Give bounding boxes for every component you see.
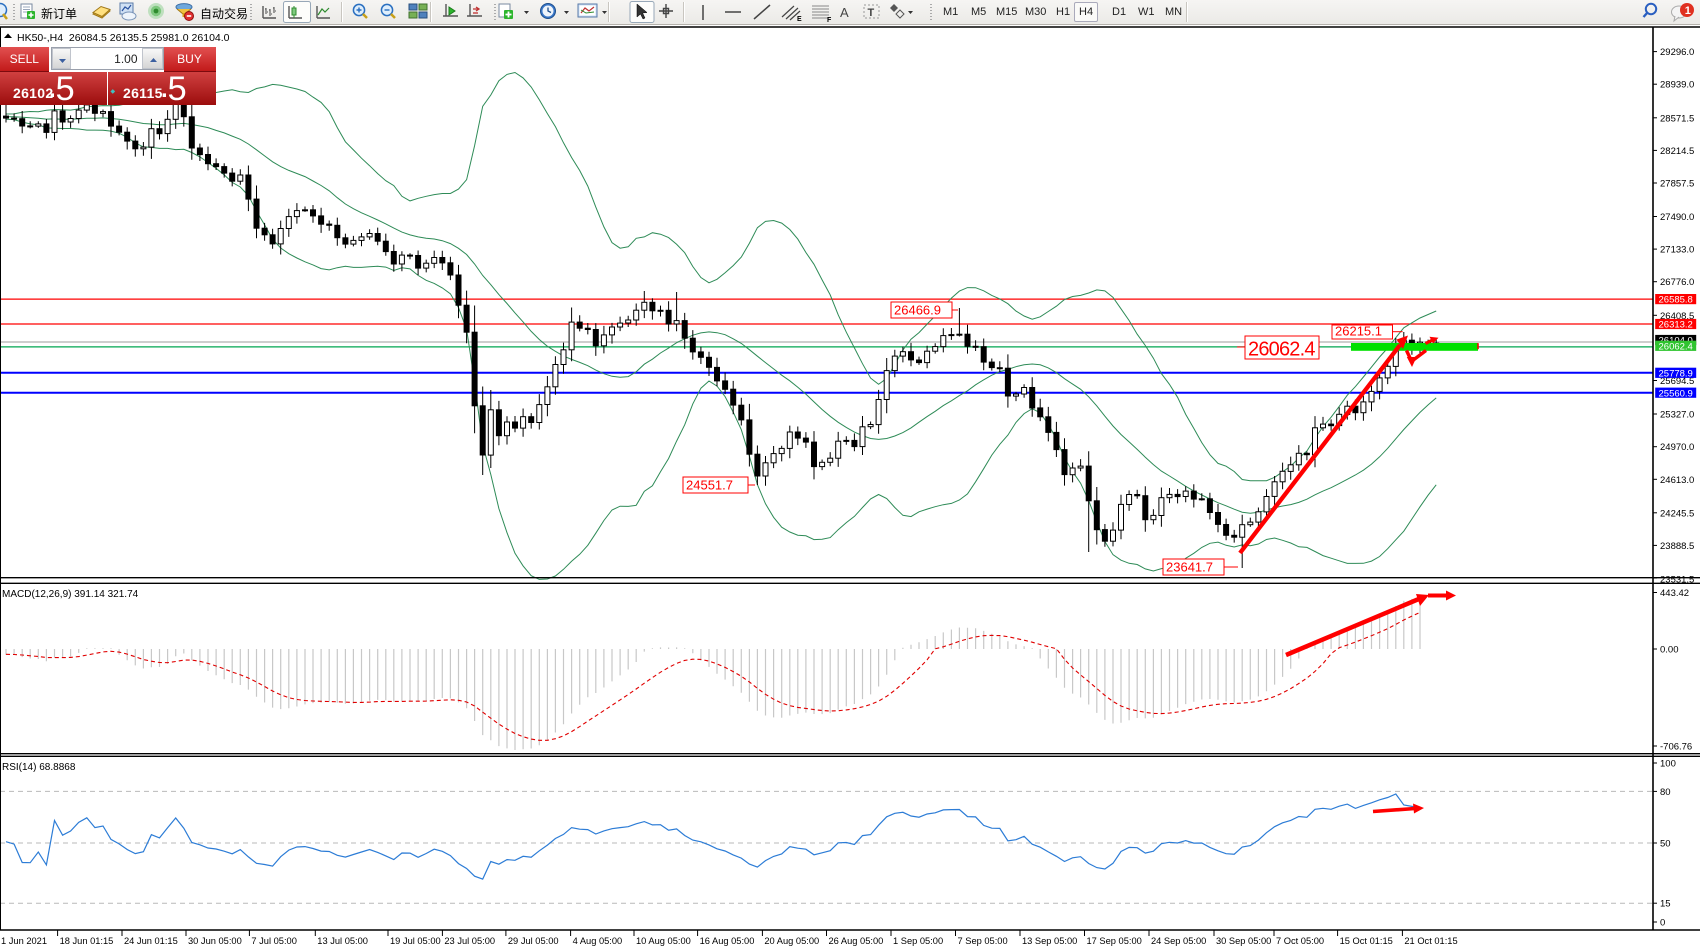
svg-text:10 Aug 05:00: 10 Aug 05:00 — [636, 936, 691, 946]
svg-text:29 Jul 05:00: 29 Jul 05:00 — [508, 936, 559, 946]
svg-text:28939.0: 28939.0 — [1660, 80, 1694, 91]
svg-text:21 Oct 01:15: 21 Oct 01:15 — [1404, 936, 1457, 946]
svg-text:30 Sep 05:00: 30 Sep 05:00 — [1216, 936, 1271, 946]
svg-text:24 Sep 05:00: 24 Sep 05:00 — [1151, 936, 1206, 946]
svg-text:26 Aug 05:00: 26 Aug 05:00 — [829, 936, 884, 946]
svg-text:25694.5: 25694.5 — [1660, 376, 1694, 387]
svg-text:24970.0: 24970.0 — [1660, 442, 1694, 453]
svg-text:1: 1 — [1685, 5, 1691, 17]
svg-text:15 Oct 01:15: 15 Oct 01:15 — [1340, 936, 1393, 946]
svg-text:24245.5: 24245.5 — [1660, 508, 1694, 519]
svg-text:15: 15 — [1660, 899, 1671, 910]
svg-text:26062.4: 26062.4 — [1659, 341, 1693, 352]
svg-text:26062.4: 26062.4 — [1248, 339, 1315, 361]
svg-text:17 Sep 05:00: 17 Sep 05:00 — [1087, 936, 1142, 946]
svg-text:25327.0: 25327.0 — [1660, 410, 1694, 421]
svg-text:24551.7: 24551.7 — [686, 478, 733, 493]
svg-text:7 Oct 05:00: 7 Oct 05:00 — [1276, 936, 1324, 946]
svg-text:24 Jun 01:15: 24 Jun 01:15 — [124, 936, 178, 946]
svg-text:25778.9: 25778.9 — [1659, 368, 1693, 379]
svg-text:16 Aug 05:00: 16 Aug 05:00 — [700, 936, 755, 946]
svg-text:13 Sep 05:00: 13 Sep 05:00 — [1022, 936, 1077, 946]
svg-text:50: 50 — [1660, 839, 1671, 850]
svg-text:0.00: 0.00 — [1660, 645, 1679, 656]
svg-text:23888.5: 23888.5 — [1660, 541, 1694, 552]
svg-text:T: T — [868, 7, 875, 19]
svg-text:27133.0: 27133.0 — [1660, 245, 1694, 256]
svg-text:A: A — [840, 5, 849, 20]
svg-text:26585.8: 26585.8 — [1659, 295, 1693, 306]
svg-text:26313.2: 26313.2 — [1659, 320, 1693, 331]
svg-text:29296.0: 29296.0 — [1660, 47, 1694, 58]
svg-text:27857.5: 27857.5 — [1660, 179, 1694, 190]
svg-text:20 Aug 05:00: 20 Aug 05:00 — [764, 936, 819, 946]
svg-text:HK50-,H4 26084.5 26135.5 2598: HK50-,H4 26084.5 26135.5 25981.0 26104.0 — [17, 32, 230, 44]
svg-text:7 Sep 05:00: 7 Sep 05:00 — [958, 936, 1008, 946]
svg-text:19 Jul 05:00: 19 Jul 05:00 — [390, 936, 441, 946]
svg-text:27490.0: 27490.0 — [1660, 212, 1694, 223]
svg-text:26466.9: 26466.9 — [894, 303, 941, 318]
svg-text:7 Jul 05:00: 7 Jul 05:00 — [251, 936, 297, 946]
svg-text:4 Aug 05:00: 4 Aug 05:00 — [573, 936, 623, 946]
svg-text:28214.5: 28214.5 — [1660, 146, 1694, 157]
svg-text:100: 100 — [1660, 759, 1676, 770]
svg-text:RSI(14) 68.8868: RSI(14) 68.8868 — [2, 762, 76, 773]
svg-text:28571.5: 28571.5 — [1660, 113, 1694, 124]
svg-text:-706.76: -706.76 — [1660, 742, 1692, 753]
svg-text:30 Jun 05:00: 30 Jun 05:00 — [188, 936, 242, 946]
svg-text:26408.5: 26408.5 — [1660, 311, 1694, 322]
svg-text:13 Jul 05:00: 13 Jul 05:00 — [317, 936, 368, 946]
svg-text:MACD(12,26,9) 391.14 321.74: MACD(12,26,9) 391.14 321.74 — [2, 589, 139, 600]
svg-text:E: E — [797, 16, 802, 23]
svg-text:24613.0: 24613.0 — [1660, 475, 1694, 486]
svg-text:18 Jun 01:15: 18 Jun 01:15 — [60, 936, 114, 946]
svg-text:23531.5: 23531.5 — [1660, 575, 1694, 586]
svg-text:25560.9: 25560.9 — [1659, 388, 1693, 399]
svg-text:80: 80 — [1660, 787, 1671, 798]
svg-text:443.42: 443.42 — [1660, 588, 1689, 599]
svg-text:26776.0: 26776.0 — [1660, 277, 1694, 288]
svg-text:23 Jul 05:00: 23 Jul 05:00 — [444, 936, 495, 946]
svg-text:F: F — [827, 17, 832, 24]
svg-text:23641.7: 23641.7 — [1166, 560, 1213, 575]
svg-text:0: 0 — [1660, 918, 1665, 929]
svg-text:1 Sep 05:00: 1 Sep 05:00 — [893, 936, 943, 946]
svg-text:1 Jun 2021: 1 Jun 2021 — [1, 936, 47, 946]
svg-text:26215.1: 26215.1 — [1335, 324, 1382, 339]
